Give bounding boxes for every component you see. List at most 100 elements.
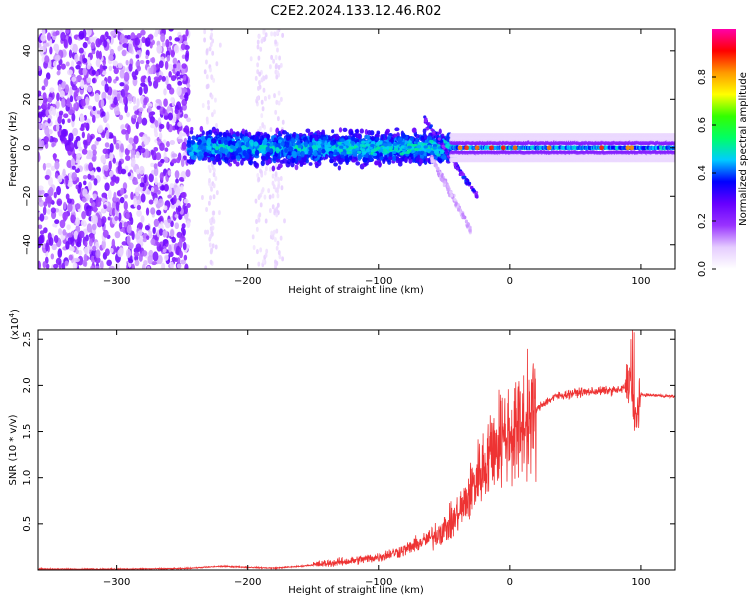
- spectrogram-cell: [317, 140, 322, 145]
- spectrogram-cell: [279, 235, 283, 241]
- spectrogram-cell: [240, 159, 244, 166]
- spectrogram-cell: [174, 108, 179, 114]
- spectrogram-cell: [262, 140, 267, 145]
- spectrogram-cell: [346, 150, 351, 155]
- spectrogram-cell: [465, 224, 469, 228]
- spectrogram-cell: [81, 131, 85, 139]
- spectrogram-cell: [218, 132, 223, 137]
- spectrogram-cell: [186, 220, 191, 229]
- spectrogram-cell: [462, 175, 466, 179]
- spectrogram-cell: [276, 193, 280, 199]
- spectrogram-cell: [114, 176, 120, 184]
- spectrogram-cell: [223, 139, 229, 146]
- spectrogram-cell: [138, 253, 143, 262]
- spectrogram-cell: [265, 166, 268, 172]
- spectrogram-cell: [267, 94, 271, 100]
- spectrogram-cell: [180, 158, 185, 168]
- spectrogram-cell: [115, 110, 121, 115]
- spectrogram-cell: [131, 157, 136, 166]
- spectrogram-cell: [244, 129, 248, 137]
- spectrogram-cell: [407, 140, 412, 144]
- spectrogram-cell: [142, 237, 147, 243]
- spectrogram-cell: [338, 148, 344, 153]
- spectrogram-cell: [205, 74, 209, 80]
- spectrogram-cell: [88, 162, 94, 172]
- spectrogram-cell: [96, 137, 102, 142]
- spectrogram-cell: [122, 182, 128, 190]
- spectrogram-cell: [83, 180, 87, 186]
- spectrogram-cell: [297, 155, 302, 161]
- spectrogram-cell: [474, 194, 478, 199]
- spectrogram-cell: [90, 265, 95, 269]
- spectrogram-cell: [232, 133, 237, 138]
- spectrogram-cell: [338, 145, 344, 149]
- spectrogram-cell: [191, 135, 197, 141]
- spectrogram-cell: [164, 147, 169, 152]
- spectrogram-cell: [210, 32, 214, 38]
- spectrogram-cell: [71, 43, 78, 54]
- spectrogram-cell: [77, 140, 81, 148]
- spectrogram-cell: [63, 137, 67, 145]
- spectrogram-cell: [245, 141, 250, 148]
- spectrogram-cell: [277, 250, 281, 256]
- spectrogram-cell: [103, 204, 107, 209]
- spectrogram-cell: [171, 236, 177, 243]
- spectrogram-cell: [257, 176, 261, 182]
- spectrogram-cell: [207, 164, 211, 170]
- spectrogram-cell: [133, 197, 137, 208]
- spectrogram-cell: [136, 97, 140, 108]
- spectrogram-cell: [136, 204, 142, 211]
- spectrogram-cell: [274, 109, 278, 115]
- spectrogram-cell: [125, 59, 129, 66]
- spectrogram-cell: [456, 208, 460, 212]
- spectrogram-cell: [266, 133, 270, 141]
- spectrogram-cell: [186, 203, 191, 208]
- spectrogram-cell: [67, 179, 73, 188]
- spectrogram-cell: [278, 254, 282, 260]
- spectrogram-cell: [192, 144, 198, 150]
- spectrogram-cell: [209, 195, 213, 201]
- spectrogram-cell: [102, 59, 107, 66]
- spectrogram-cell: [109, 134, 114, 139]
- spectrogram-cell: [400, 141, 405, 145]
- spectrogram-cell: [177, 205, 182, 212]
- spectrogram-cell: [445, 150, 449, 154]
- spectrogram-cell: [44, 126, 50, 136]
- spectrogram-cell: [91, 78, 96, 84]
- spectrogram-cell: [275, 143, 281, 148]
- spectrogram-cell: [38, 234, 44, 245]
- spectrogram-cell: [384, 155, 388, 160]
- spectrogram-cell: [153, 166, 159, 177]
- spectrogram-cell: [437, 171, 441, 176]
- spectrogram-cell: [196, 141, 202, 146]
- spectrogram-cell: [314, 135, 318, 142]
- spectrogram-cell: [78, 230, 85, 239]
- spectrogram-cell: [375, 137, 380, 141]
- spectrogram-cell: [232, 145, 237, 152]
- spectrogram-cell: [49, 46, 53, 55]
- spectrogram-cell: [46, 208, 51, 215]
- spectrogram-cell: [459, 170, 463, 175]
- spectrogram-cell: [203, 69, 207, 75]
- spectrogram-cell: [82, 188, 88, 197]
- spectrogram-cell: [101, 239, 106, 250]
- spectrogram-cell: [277, 90, 281, 96]
- spectrogram-cell: [73, 103, 77, 111]
- spectrogram-cell: [309, 134, 313, 142]
- spectrogram-cell: [181, 141, 187, 150]
- spectrogram-cell: [438, 128, 442, 135]
- spectrogram-cell: [410, 153, 414, 160]
- spectrogram-cell: [43, 201, 48, 207]
- spectrogram-cell: [271, 204, 275, 210]
- spectrogram-cell: [41, 85, 46, 91]
- spectrogram-cell: [101, 216, 107, 224]
- spectrogram-cell: [107, 75, 112, 84]
- spectrogram-cell: [253, 141, 259, 147]
- spectrogram-cell: [254, 198, 258, 204]
- spectrogram-cell: [155, 29, 159, 35]
- spectrogram-cell: [128, 43, 133, 54]
- spectrogram-cell: [308, 162, 313, 166]
- spectrogram-cell: [270, 31, 273, 37]
- spectrogram-cell: [362, 157, 368, 163]
